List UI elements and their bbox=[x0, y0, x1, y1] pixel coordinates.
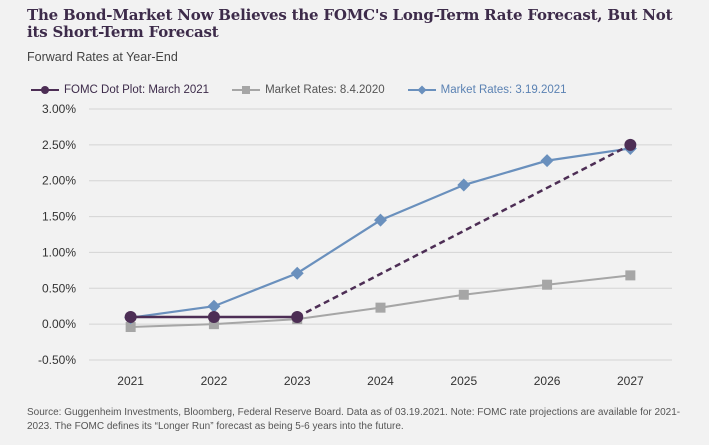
y-tick-label: 0.00% bbox=[42, 317, 76, 331]
data-point-market-2020 bbox=[208, 319, 219, 330]
data-point-fomc bbox=[291, 310, 304, 323]
data-point-market-2020 bbox=[375, 302, 386, 313]
series-line-fomc-dashed bbox=[296, 143, 631, 319]
y-tick-label: 1.50% bbox=[42, 210, 76, 224]
data-point-fomc bbox=[624, 138, 637, 151]
y-tick-label: 1.00% bbox=[42, 245, 76, 259]
data-point-fomc bbox=[207, 310, 220, 323]
legend-swatch-fomc bbox=[31, 86, 59, 94]
legend-label-market-2020: Market Rates: 8.4.2020 bbox=[265, 84, 385, 96]
x-tick-label: 2027 bbox=[617, 374, 644, 388]
legend-label-fomc: FOMC Dot Plot: March 2021 bbox=[64, 84, 210, 96]
series-line-market-2020 bbox=[130, 274, 631, 329]
data-point-market-2020 bbox=[458, 289, 469, 300]
legend: FOMC Dot Plot: March 2021 Market Rates: … bbox=[30, 82, 589, 98]
data-point-market-2021 bbox=[290, 266, 304, 280]
legend-swatch-market-2021 bbox=[407, 85, 436, 95]
y-tick-label: 0.50% bbox=[42, 281, 76, 295]
x-tick-label: 2026 bbox=[534, 374, 561, 388]
data-point-market-2021 bbox=[540, 154, 554, 168]
chart-title: The Bond-Market Now Believes the FOMC's … bbox=[27, 6, 673, 41]
legend-label-market-2021: Market Rates: 3.19.2021 bbox=[440, 84, 567, 96]
data-point-market-2020 bbox=[625, 270, 636, 281]
legend-item-market-2021: Market Rates: 3.19.2021 bbox=[407, 84, 567, 96]
x-tick-label: 2021 bbox=[117, 374, 144, 388]
legend-item-market-2020: Market Rates: 8.4.2020 bbox=[231, 84, 385, 96]
legend-swatch-market-2020 bbox=[232, 86, 261, 94]
data-point-market-2020 bbox=[542, 279, 553, 290]
x-tick-label: 2025 bbox=[450, 374, 477, 388]
y-tick-label: -0.50% bbox=[38, 353, 76, 367]
data-point-market-2020 bbox=[125, 322, 136, 333]
x-tick-label: 2022 bbox=[201, 374, 228, 388]
x-tick-label: 2024 bbox=[367, 374, 394, 388]
data-point-market-2021 bbox=[207, 299, 221, 313]
x-tick-label: 2023 bbox=[284, 374, 311, 388]
legend-item-fomc: FOMC Dot Plot: March 2021 bbox=[30, 84, 209, 96]
y-tick-label: 2.50% bbox=[42, 138, 76, 152]
chart-subtitle: Forward Rates at Year-End bbox=[27, 50, 178, 64]
y-tick-label: 2.00% bbox=[42, 174, 76, 188]
series-line-market-2021 bbox=[130, 147, 631, 319]
y-tick-label: 3.00% bbox=[42, 102, 76, 116]
source-note: Source: Guggenheim Investments, Bloomber… bbox=[27, 407, 681, 432]
data-point-fomc bbox=[124, 310, 137, 323]
data-point-market-2021 bbox=[457, 178, 471, 192]
data-point-market-2021 bbox=[374, 213, 387, 227]
